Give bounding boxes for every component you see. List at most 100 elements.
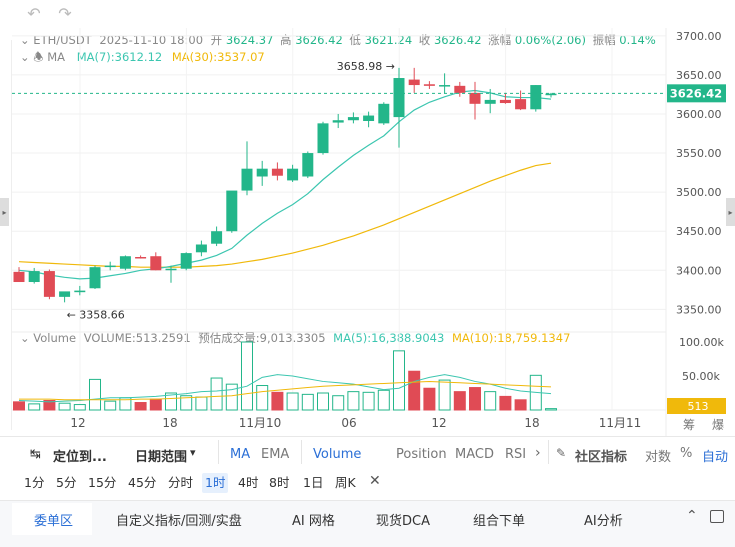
close-icon[interactable]: ✕ [369,473,381,489]
collapse-left-handle[interactable]: ▸ [0,198,9,226]
candle-body [454,85,466,93]
collapse-volume-icon[interactable]: ⌄ [20,331,30,345]
interval-5[interactable]: 1时 [202,473,229,493]
interval-0[interactable]: 1分 [24,475,45,490]
collapse-legend-icon[interactable]: ⌄ [20,33,30,47]
tab-position[interactable]: Position [396,447,447,462]
percent-scale-toggle[interactable]: % [680,446,693,461]
footer-tab-4[interactable]: 组合下单 [473,514,526,529]
date-range-button[interactable]: 日期范围 [135,450,188,465]
divider [218,440,219,464]
auto-scale-toggle[interactable]: 自动 [702,450,729,465]
volume-bar [453,391,466,411]
tab-macd[interactable]: MACD [455,447,494,462]
footer-bar [0,500,735,547]
chevron-right-icon[interactable]: › [535,445,541,461]
interval-2[interactable]: 15分 [88,475,117,490]
candle-body [378,103,390,124]
footer-tab-5[interactable]: AI分析 [584,514,623,529]
edit-icon[interactable]: ✎ [556,446,567,460]
indicator-bar [0,436,735,466]
collapse-ma-icon[interactable]: ⌄ [20,50,30,64]
interval-9[interactable]: 周K [335,475,356,490]
volume-bar [484,391,497,411]
volume-bar [377,389,390,411]
interval-6[interactable]: 4时 [238,475,259,490]
amplitude-label: 振幅 [592,33,616,47]
time-tick: 18 [162,416,177,430]
candle-body [484,99,496,104]
redo-icon[interactable]: ↷ [58,3,72,23]
price-tick: 3350.00 [676,303,722,316]
ma7-line [18,89,552,280]
candle-body [104,265,116,268]
volume-bar [225,383,238,411]
bell-icon[interactable]: 🕭 [33,50,44,64]
tab-rsi[interactable]: RSI [505,447,527,462]
candle-body [515,99,527,110]
time-tick: 11月11 [599,416,642,430]
community-indicators-button[interactable]: 社区指标 [575,450,628,465]
candle-body [363,115,375,122]
footer-tab-0[interactable]: 委单区 [34,514,74,529]
time-tick: 11月10 [239,416,282,430]
tab-ema[interactable]: EMA [261,447,290,462]
ma30-value: MA(30):3537.07 [171,50,265,64]
candle-body [256,168,268,177]
ma-label[interactable]: MA [47,50,66,64]
chip-distribution-label[interactable]: 筹 [683,418,696,432]
candle-body [165,268,177,271]
volume-bar [499,395,512,411]
interval-3[interactable]: 45分 [128,475,157,490]
current-price-badge [667,84,726,103]
volume-bar [73,404,86,411]
chevron-up-icon[interactable]: ⌃ [686,508,698,524]
candle-body [287,168,299,181]
time-tick: 12 [70,416,85,430]
volume-ma5-line [18,374,552,403]
collapse-right-handle[interactable]: ▸ [726,198,735,226]
volume-bar [393,350,405,411]
interval-7[interactable]: 8时 [269,475,290,490]
tab-ma[interactable]: MA [230,447,251,462]
candle-body [423,84,435,86]
time-tick: 12 [431,416,446,430]
tab-volume[interactable]: Volume [313,447,362,462]
log-scale-toggle[interactable]: 对数 [645,450,672,465]
kline-chart[interactable]: 3350.00 3400.00 3450.00 3500.00 3550.00 3600.… [0,0,735,440]
footer-active-bg [12,503,92,535]
volume-ma10: MA(10):18,759.1347 [451,331,571,345]
volume-bar [286,392,299,411]
candle-body [59,291,71,297]
volume-bar [28,403,41,411]
fullscreen-icon[interactable] [710,510,724,523]
candle-body [408,79,420,86]
volume-bar [104,400,117,411]
time-tick: 06 [341,416,356,430]
footer-tab-2[interactable]: AI 网格 [292,514,335,529]
interval-1[interactable]: 5分 [56,475,77,490]
candle-body [195,244,207,253]
interval-8[interactable]: 1日 [303,475,324,490]
candle-body [271,168,283,176]
undo-icon[interactable]: ↶ [27,3,41,23]
volume-bar [43,399,56,411]
divider [548,440,549,464]
high-label: 高 [280,33,292,47]
footer-tab-1[interactable]: 自定义指标/回测/实盘 [116,514,242,529]
interval-4[interactable]: 分时 [168,475,194,490]
locate-icon[interactable]: ↹ [30,447,41,462]
footer-tab-3[interactable]: 现货DCA [376,514,430,529]
candle-body [74,290,86,293]
volume-label[interactable]: Volume [33,331,77,345]
close-value: 3626.42 [433,33,482,47]
volume-bar [362,391,375,411]
amplitude-value: 0.14% [619,33,656,47]
candle-body [13,271,25,283]
low-marker: ← 3358.66 [67,308,125,321]
ma7-value: MA(7):3612.12 [76,50,163,64]
volume-estimate: 预估成交量:9,013.3305 [198,331,326,345]
liquidation-label[interactable]: 爆 [712,418,725,432]
locate-button[interactable]: 定位到... [53,450,107,465]
